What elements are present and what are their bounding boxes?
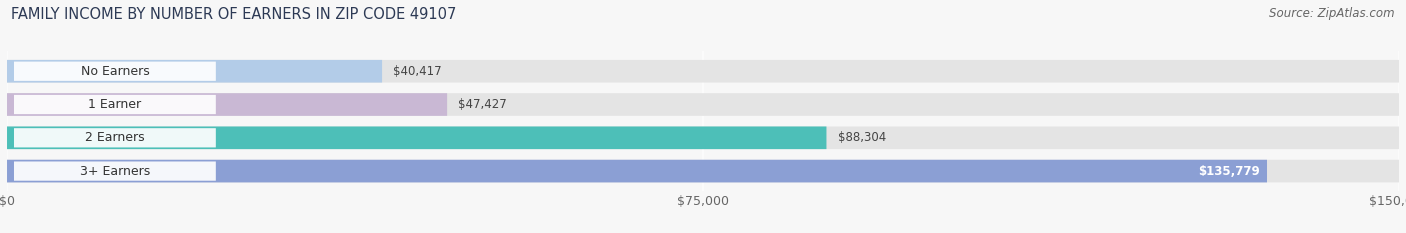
FancyBboxPatch shape [7,60,382,82]
Text: $40,417: $40,417 [394,65,441,78]
FancyBboxPatch shape [7,127,827,149]
Text: $135,779: $135,779 [1198,164,1260,178]
Text: 3+ Earners: 3+ Earners [80,164,150,178]
FancyBboxPatch shape [14,95,217,114]
FancyBboxPatch shape [7,93,1399,116]
Text: Source: ZipAtlas.com: Source: ZipAtlas.com [1270,7,1395,20]
FancyBboxPatch shape [14,62,217,81]
FancyBboxPatch shape [7,93,447,116]
Text: 1 Earner: 1 Earner [89,98,142,111]
Text: $47,427: $47,427 [458,98,508,111]
FancyBboxPatch shape [7,160,1267,182]
Text: FAMILY INCOME BY NUMBER OF EARNERS IN ZIP CODE 49107: FAMILY INCOME BY NUMBER OF EARNERS IN ZI… [11,7,457,22]
FancyBboxPatch shape [7,60,1399,82]
FancyBboxPatch shape [14,128,217,147]
FancyBboxPatch shape [14,161,217,181]
FancyBboxPatch shape [7,127,1399,149]
Text: $88,304: $88,304 [838,131,886,144]
Text: 2 Earners: 2 Earners [86,131,145,144]
FancyBboxPatch shape [7,160,1399,182]
Text: No Earners: No Earners [80,65,149,78]
